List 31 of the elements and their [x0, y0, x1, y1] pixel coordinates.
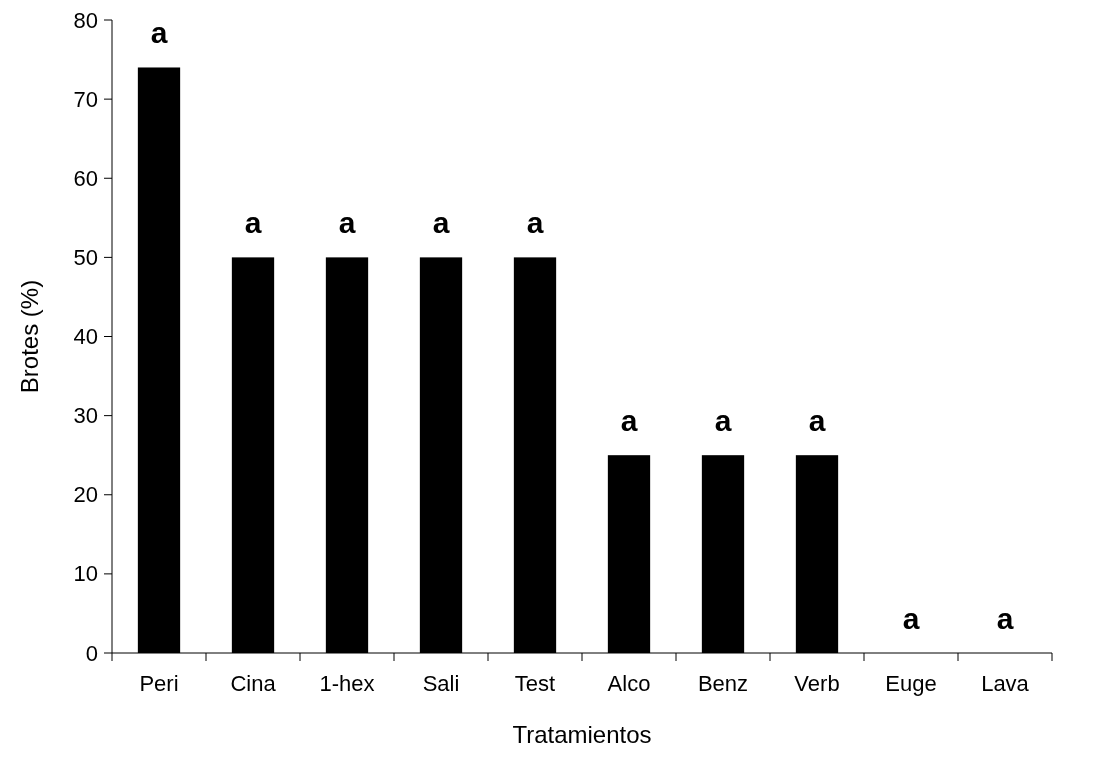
y-tick-label: 30 — [73, 403, 98, 429]
x-axis-title: Tratamientos — [512, 721, 652, 748]
annotation: a — [338, 206, 356, 240]
y-tick-label: 60 — [73, 165, 98, 191]
x-tick-label: Benz — [697, 671, 749, 696]
x-tick-label: Verb — [794, 671, 840, 696]
y-tick-label: 50 — [73, 244, 98, 270]
annotation: a — [526, 206, 544, 240]
y-tick-label: 70 — [73, 86, 98, 112]
x-tick-label: Lava — [981, 671, 1030, 696]
y-tick-label: 40 — [73, 324, 98, 349]
annotation: a — [432, 206, 450, 240]
annotation: a — [996, 602, 1014, 635]
x-tick-label: Peri — [139, 671, 179, 696]
annotation: a — [620, 404, 638, 438]
annotation: a — [808, 404, 826, 438]
x-tick-label: Test — [514, 671, 556, 696]
y-axis-title: Brotes (%) — [16, 279, 43, 394]
x-tick-label: Sali — [422, 671, 460, 696]
x-tick-label: 1-hex — [319, 671, 375, 696]
annotation: a — [244, 206, 262, 240]
x-tick-label: Euge — [885, 671, 937, 696]
y-tick-label: 10 — [73, 561, 98, 587]
annotation: a — [714, 404, 732, 438]
annotation: a — [902, 602, 920, 635]
y-tick-label: 80 — [73, 7, 98, 33]
x-tick-label: Alco — [607, 671, 651, 696]
y-tick-label: 0 — [85, 640, 98, 666]
annotation: a — [150, 16, 168, 50]
y-tick-label: 20 — [73, 482, 98, 508]
x-tick-label: Cina — [230, 671, 277, 696]
